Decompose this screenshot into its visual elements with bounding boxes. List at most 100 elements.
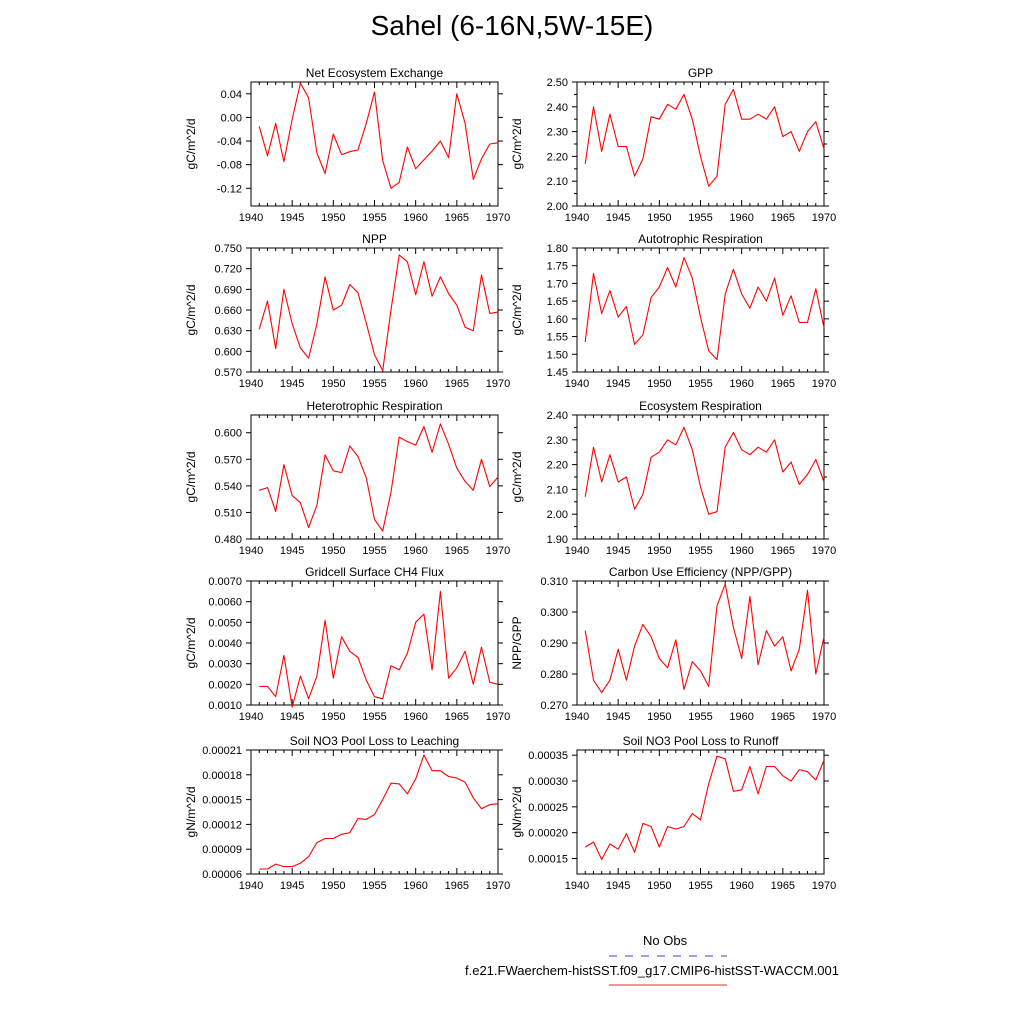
y-tick-label: 0.660 — [214, 305, 242, 317]
x-tick-label: 1950 — [647, 212, 671, 224]
y-tick-label: 1.65 — [547, 296, 568, 308]
figure-title: Sahel (6-16N,5W-15E) — [370, 10, 654, 41]
x-tick-label: 1965 — [771, 880, 795, 892]
y-tick-label: 0.0010 — [208, 700, 242, 712]
y-tick-label: -0.12 — [217, 183, 242, 195]
x-tick-label: 1965 — [771, 545, 795, 557]
y-tick-label: 0.00015 — [202, 795, 242, 807]
y-tick-label: 2.30 — [547, 127, 568, 139]
x-tick-label: 1950 — [321, 880, 345, 892]
y-tick-label: 0.0040 — [208, 638, 242, 650]
x-tick-label: 1960 — [729, 545, 753, 557]
x-tick-label: 1970 — [812, 378, 836, 390]
y-axis-label: NPP/GPP — [510, 616, 524, 669]
x-tick-label: 1940 — [239, 378, 263, 390]
plot-frame — [250, 81, 499, 207]
x-tick-label: 1955 — [362, 880, 386, 892]
x-tick-label: 1940 — [565, 711, 589, 723]
y-tick-label: 0.04 — [221, 89, 242, 101]
y-tick-label: 0.480 — [214, 534, 242, 546]
plot-frame — [576, 414, 825, 540]
y-tick-label: 0.0070 — [208, 576, 242, 588]
chart-title: Net Ecosystem Exchange — [306, 66, 444, 80]
y-axis-label: gC/m^2/d — [184, 119, 198, 170]
series-line — [584, 755, 825, 861]
y-tick-label: 2.10 — [547, 484, 568, 496]
x-tick-label: 1950 — [321, 545, 345, 557]
x-tick-label: 1940 — [565, 212, 589, 224]
chart-panel-9: Soil NO3 Pool Loss to Runoff 1940 1945 1950… — [510, 734, 836, 892]
y-tick-label: 1.70 — [547, 278, 568, 290]
y-tick-label: 0.00 — [221, 112, 242, 124]
y-tick-label: 0.280 — [540, 669, 568, 681]
x-tick-label: 1960 — [403, 212, 427, 224]
x-tick-label: 1970 — [812, 711, 836, 723]
chart-title: NPP — [362, 232, 387, 246]
y-axis-label: gC/m^2/d — [184, 285, 198, 336]
y-tick-label: 0.570 — [214, 454, 242, 466]
x-tick-label: 1965 — [445, 212, 469, 224]
x-tick-label: 1940 — [565, 378, 589, 390]
x-tick-label: 1945 — [280, 212, 304, 224]
y-tick-label: 0.0030 — [208, 659, 242, 671]
y-tick-label: 2.20 — [547, 151, 568, 163]
x-tick-label: 1960 — [729, 880, 753, 892]
x-tick-label: 1955 — [362, 545, 386, 557]
y-axis-label: gN/m^2/d — [184, 787, 198, 838]
x-tick-label: 1945 — [606, 880, 630, 892]
x-tick-label: 1950 — [647, 711, 671, 723]
plot-frame — [576, 247, 825, 373]
chart-title: Soil NO3 Pool Loss to Leaching — [290, 734, 459, 748]
chart-panel-7: Carbon Use Efficiency (NPP/GPP) 1940 1945 1… — [510, 565, 836, 723]
y-tick-label: -0.04 — [217, 136, 242, 148]
y-tick-label: 0.630 — [214, 326, 242, 338]
y-tick-label: 0.0020 — [208, 679, 242, 691]
series-line — [584, 88, 825, 187]
x-tick-label: 1970 — [812, 212, 836, 224]
chart-panel-5: Ecosystem Respiration 1940 1945 1950 1955 196… — [510, 399, 836, 557]
x-tick-label: 1965 — [445, 378, 469, 390]
x-tick-label: 1965 — [445, 545, 469, 557]
chart-panel-3: Autotrophic Respiration 1940 1945 1950 1955 1… — [510, 232, 836, 390]
y-tick-label: 1.60 — [547, 314, 568, 326]
y-tick-label: 0.310 — [540, 576, 568, 588]
plot-frame — [576, 81, 825, 207]
y-tick-label: 2.30 — [547, 435, 568, 447]
series-line — [259, 590, 499, 708]
x-tick-label: 1945 — [606, 378, 630, 390]
x-tick-label: 1945 — [280, 545, 304, 557]
x-tick-label: 1970 — [486, 545, 510, 557]
chart-title: Autotrophic Respiration — [638, 232, 763, 246]
x-tick-label: 1940 — [239, 212, 263, 224]
chart-panel-4: Heterotrophic Respiration 1940 1945 1950 195… — [184, 399, 510, 557]
y-tick-label: 0.600 — [214, 346, 242, 358]
y-tick-label: 0.290 — [540, 638, 568, 650]
x-tick-label: 1945 — [280, 880, 304, 892]
x-tick-label: 1955 — [688, 545, 712, 557]
chart-panel-0: Net Ecosystem Exchange 1940 1945 1950 1955 19… — [184, 66, 510, 224]
y-tick-label: 0.00006 — [202, 869, 242, 881]
y-tick-label: 2.20 — [547, 460, 568, 472]
y-tick-label: 0.00025 — [528, 802, 568, 814]
y-axis-label: gC/m^2/d — [184, 452, 198, 503]
y-tick-label: 0.540 — [214, 481, 242, 493]
y-tick-label: 0.00012 — [202, 819, 242, 831]
chart-title: Soil NO3 Pool Loss to Runoff — [623, 734, 780, 748]
y-tick-label: 0.720 — [214, 264, 242, 276]
y-tick-label: 2.00 — [547, 509, 568, 521]
x-tick-label: 1970 — [812, 880, 836, 892]
y-axis-label: gN/m^2/d — [510, 787, 524, 838]
series-line — [258, 254, 499, 372]
x-tick-label: 1965 — [771, 378, 795, 390]
y-axis-label: gC/m^2/d — [510, 285, 524, 336]
y-axis-label: gC/m^2/d — [510, 452, 524, 503]
y-tick-label: 0.00021 — [202, 745, 242, 757]
y-tick-label: 2.00 — [547, 201, 568, 213]
x-tick-label: 1965 — [771, 212, 795, 224]
y-tick-label: 1.45 — [547, 367, 568, 379]
x-tick-label: 1945 — [606, 711, 630, 723]
chart-title: Carbon Use Efficiency (NPP/GPP) — [609, 565, 792, 579]
x-tick-label: 1940 — [239, 711, 263, 723]
series-line — [584, 257, 825, 361]
x-tick-label: 1955 — [362, 378, 386, 390]
